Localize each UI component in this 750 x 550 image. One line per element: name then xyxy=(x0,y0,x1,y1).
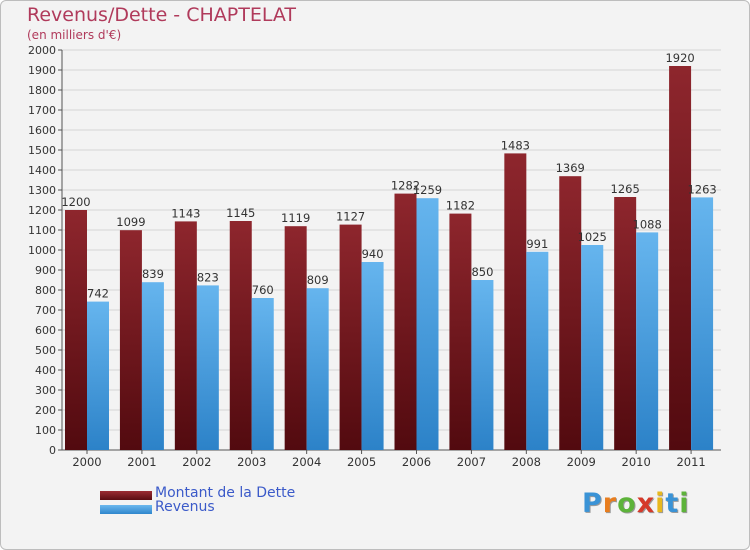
bar-dette-2008 xyxy=(504,153,527,450)
x-tick-label-2000: 2000 xyxy=(72,455,101,469)
x-tick-label-2011: 2011 xyxy=(676,455,705,469)
y-tick-label: 100 xyxy=(35,424,56,437)
bar-dette-2007 xyxy=(449,213,472,450)
y-tick-label: 900 xyxy=(35,264,56,277)
bar-revenus-2002 xyxy=(196,285,219,450)
x-tick-label-2006: 2006 xyxy=(402,455,431,469)
bar-revenus-2004 xyxy=(306,288,329,450)
data-label-dette-2000: 1200 xyxy=(61,195,90,209)
bar-dette-2005 xyxy=(339,224,362,450)
bar-dette-2010 xyxy=(614,197,637,450)
legend-label-dette: Montant de la Dette xyxy=(155,485,296,501)
y-tick-label: 1200 xyxy=(28,204,56,217)
data-label-revenus-2002: 823 xyxy=(197,270,219,284)
logo-letter: P xyxy=(582,488,603,519)
y-tick-label: 300 xyxy=(35,384,56,397)
y-tick-label: 1900 xyxy=(28,64,56,77)
bar-revenus-2008 xyxy=(526,251,549,450)
bar-revenus-2006 xyxy=(416,198,439,450)
bar-dette-2002 xyxy=(174,221,197,450)
legend-label-revenus: Revenus xyxy=(155,499,215,515)
data-label-revenus-2000: 742 xyxy=(87,287,109,301)
bar-dette-2004 xyxy=(284,226,307,450)
x-tick-label-2009: 2009 xyxy=(567,455,596,469)
logo-letter: i xyxy=(679,488,690,519)
data-label-revenus-2004: 809 xyxy=(307,273,329,287)
x-tick-label-2001: 2001 xyxy=(127,455,156,469)
logo-letter: t xyxy=(665,488,680,519)
x-tick-label-2002: 2002 xyxy=(182,455,211,469)
data-label-dette-2003: 1145 xyxy=(226,206,255,220)
y-tick-label: 1000 xyxy=(28,244,56,257)
bar-dette-2000 xyxy=(65,210,87,450)
bar-dette-2003 xyxy=(229,221,252,450)
x-tick-label-2004: 2004 xyxy=(292,455,321,469)
legend-swatch-dette xyxy=(100,491,152,500)
data-label-revenus-2010: 1088 xyxy=(633,217,662,231)
x-tick-label-2010: 2010 xyxy=(622,455,651,469)
data-label-dette-2011: 1920 xyxy=(665,51,694,65)
bar-revenus-2010 xyxy=(636,232,659,450)
data-label-revenus-2007: 850 xyxy=(471,265,493,279)
data-label-revenus-2005: 940 xyxy=(362,247,384,261)
data-label-dette-2009: 1369 xyxy=(556,161,585,175)
bar-revenus-2005 xyxy=(361,262,384,450)
chart-title: Revenus/Dette - CHAPTELAT xyxy=(27,4,296,26)
data-label-revenus-2003: 760 xyxy=(252,283,274,297)
logo-letter: x xyxy=(636,488,656,519)
bar-revenus-2007 xyxy=(471,280,494,450)
data-label-dette-2002: 1143 xyxy=(171,206,200,220)
y-tick-label: 2000 xyxy=(28,44,56,57)
data-label-revenus-2009: 1025 xyxy=(578,230,607,244)
chart-subtitle: (en milliers d'€) xyxy=(27,28,122,42)
data-label-dette-2005: 1127 xyxy=(336,210,365,224)
legend-swatch-revenus xyxy=(100,505,152,514)
bar-dette-2009 xyxy=(559,176,582,450)
bar-revenus-2009 xyxy=(581,245,604,450)
data-label-dette-2007: 1182 xyxy=(446,199,475,213)
y-tick-label: 1500 xyxy=(28,144,56,157)
data-label-dette-2004: 1119 xyxy=(281,211,310,225)
x-tick-label-2007: 2007 xyxy=(457,455,486,469)
bar-dette-2011 xyxy=(669,66,692,450)
y-tick-label: 1400 xyxy=(28,164,56,177)
bar-dette-2001 xyxy=(119,230,142,450)
y-tick-label: 700 xyxy=(35,304,56,317)
y-tick-label: 600 xyxy=(35,324,56,337)
bar-revenus-2001 xyxy=(141,282,164,450)
y-tick-label: 500 xyxy=(35,344,56,357)
data-label-revenus-2001: 839 xyxy=(142,267,164,281)
y-tick-label: 1800 xyxy=(28,84,56,97)
y-tick-label: 800 xyxy=(35,284,56,297)
y-tick-label: 1100 xyxy=(28,224,56,237)
y-tick-label: 400 xyxy=(35,364,56,377)
x-tick-label-2003: 2003 xyxy=(237,455,266,469)
data-label-dette-2006: 1282 xyxy=(391,179,420,193)
logo-letter: r xyxy=(602,488,618,519)
bar-revenus-2011 xyxy=(691,197,714,450)
data-label-dette-2001: 1099 xyxy=(116,215,145,229)
x-tick-label-2008: 2008 xyxy=(512,455,541,469)
y-tick-label: 200 xyxy=(35,404,56,417)
y-tick-label: 1700 xyxy=(28,104,56,117)
data-label-dette-2008: 1483 xyxy=(501,138,530,152)
bar-dette-2006 xyxy=(394,193,417,450)
bar-revenus-2000 xyxy=(87,301,109,450)
data-label-revenus-2006: 1259 xyxy=(413,183,442,197)
x-tick-label-2005: 2005 xyxy=(347,455,376,469)
logo-letter: i xyxy=(655,488,666,519)
proxiti-logo: Proxiti xyxy=(582,488,690,519)
bar-revenus-2003 xyxy=(251,298,274,450)
data-label-revenus-2011: 1263 xyxy=(687,182,716,196)
y-tick-label: 1600 xyxy=(28,124,56,137)
y-tick-label: 0 xyxy=(49,444,56,457)
logo-letter: o xyxy=(617,488,637,519)
data-label-revenus-2008: 991 xyxy=(526,237,548,251)
data-label-dette-2010: 1265 xyxy=(611,182,640,196)
y-tick-label: 1300 xyxy=(28,184,56,197)
